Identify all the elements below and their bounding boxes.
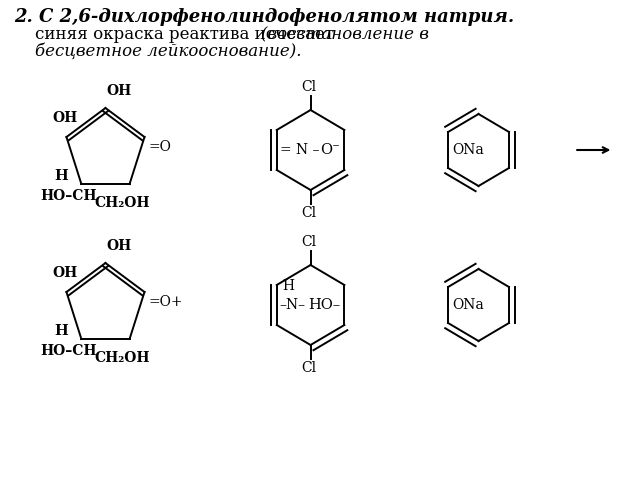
Text: (восстановление в: (восстановление в — [260, 26, 429, 43]
Text: Cl: Cl — [301, 235, 316, 249]
Text: синяя окраска реактива исчезает: синяя окраска реактива исчезает — [13, 26, 339, 43]
Text: OH: OH — [106, 84, 132, 98]
Text: OH: OH — [52, 111, 77, 125]
Text: бесцветное лейкооснование).: бесцветное лейкооснование). — [13, 43, 301, 60]
Text: H: H — [282, 279, 294, 293]
Text: ONa: ONa — [452, 298, 484, 312]
Text: ONa: ONa — [452, 143, 484, 157]
Text: HO–: HO– — [308, 298, 340, 312]
Text: Cl: Cl — [301, 206, 316, 220]
Text: Cl: Cl — [301, 80, 316, 94]
Text: H: H — [54, 169, 68, 183]
Text: H: H — [54, 324, 68, 338]
Text: –N–: –N– — [280, 298, 306, 312]
Text: OH: OH — [52, 266, 77, 280]
Text: =O: =O — [148, 140, 172, 154]
Text: CH₂OH: CH₂OH — [94, 351, 150, 365]
Text: HO–CH: HO–CH — [40, 189, 97, 203]
Text: OH: OH — [106, 239, 132, 253]
Text: CH₂OH: CH₂OH — [94, 196, 150, 210]
Text: Cl: Cl — [301, 361, 316, 375]
Text: 2. С 2,6-дихлорфенолиндофенолятом натрия.: 2. С 2,6-дихлорфенолиндофенолятом натрия… — [13, 8, 514, 26]
Text: = N –: = N – — [280, 143, 319, 157]
Text: =O+: =O+ — [148, 295, 183, 309]
Text: HO–CH: HO–CH — [40, 344, 97, 358]
Text: O⁻: O⁻ — [321, 143, 340, 157]
